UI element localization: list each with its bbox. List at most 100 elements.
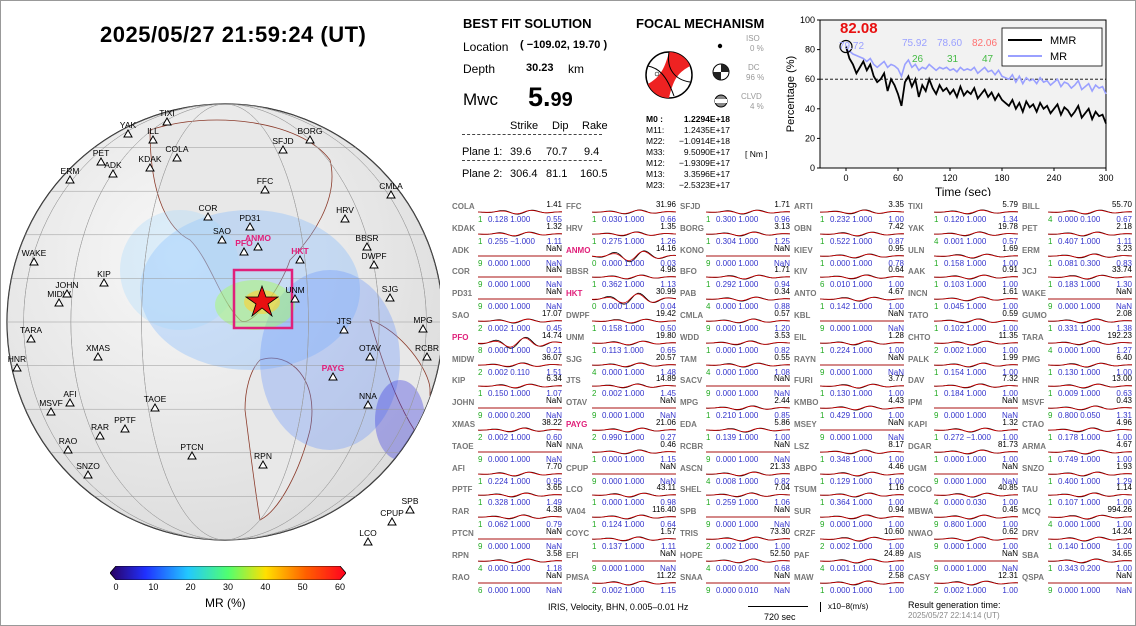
colorbar-tick: 40 bbox=[260, 582, 271, 592]
station-amplitude: NaN bbox=[773, 505, 790, 515]
waveform bbox=[592, 292, 676, 305]
station-trace: MSVF 0.43 9 0.800 0.050 1.31 bbox=[1022, 396, 1132, 426]
station-marker bbox=[150, 402, 160, 412]
station-vr: 0.78 bbox=[888, 258, 904, 268]
waveform-synthetic bbox=[592, 293, 676, 304]
waveform bbox=[478, 582, 562, 583]
station-amplitude: 0.46 bbox=[660, 439, 676, 449]
dc-ball bbox=[712, 63, 730, 81]
station-marker bbox=[385, 292, 395, 302]
station-mr: 0.103 1.000 bbox=[944, 280, 987, 290]
station-amplitude: 1.14 bbox=[1116, 483, 1132, 493]
station-trace: CHTO 11.35 2 0.002 1.000 1.00 bbox=[908, 331, 1018, 361]
station-mr: 0.001 1.000 bbox=[944, 236, 987, 246]
waveform-synthetic bbox=[1048, 536, 1132, 542]
station-trace: ANTO 4.67 1 0.142 1.000 1.00 bbox=[794, 287, 904, 317]
station-quality: 9 bbox=[478, 258, 483, 268]
station-mr: 0.407 1.000 bbox=[1058, 236, 1101, 246]
station-quality: 9 bbox=[934, 476, 939, 486]
station-marker bbox=[96, 156, 106, 166]
waveform bbox=[478, 209, 562, 215]
station-marker bbox=[405, 504, 415, 514]
station-marker bbox=[83, 469, 93, 479]
station-name: MSVF bbox=[1022, 398, 1045, 408]
station-name: UGM bbox=[908, 463, 927, 473]
waveform-synthetic bbox=[820, 449, 904, 454]
station-marker bbox=[245, 221, 255, 231]
summary-label: 82.06 bbox=[972, 38, 997, 49]
station-mr: 0.002 1.000 bbox=[488, 324, 531, 333]
waveform bbox=[1048, 405, 1132, 411]
x-tick-label: 120 bbox=[942, 173, 957, 183]
station-trace: KDAK 1.32 1 0.255 −1.000 1.11 bbox=[452, 222, 562, 252]
station-quality: 1 bbox=[706, 280, 711, 290]
waveform-synthetic bbox=[934, 209, 1018, 214]
waveform bbox=[478, 514, 562, 520]
waveform bbox=[934, 231, 1018, 236]
waveform-synthetic bbox=[934, 253, 1018, 258]
colorbar-label: MR (%) bbox=[205, 596, 246, 610]
waveform-synthetic bbox=[706, 558, 790, 563]
station-trace: MPG 2.44 1 0.210 1.000 0.85 bbox=[680, 396, 790, 426]
globe-map: TIXI YAK ILL BORG SFJD PET COLA ADK KDAK ERM FFC CM… bbox=[0, 90, 444, 618]
station-trace: SJG 20.57 4 0.000 1.000 1.48 bbox=[566, 353, 676, 383]
station-amplitude: 1.41 bbox=[546, 200, 562, 209]
waveform bbox=[934, 473, 1018, 474]
station-quality: 2 bbox=[820, 542, 825, 551]
waveform bbox=[820, 405, 904, 411]
station-name: TIXI bbox=[908, 202, 923, 211]
station-name: KIP bbox=[452, 376, 466, 386]
station-amplitude: 3.58 bbox=[546, 548, 562, 558]
station-mr: 0.522 1.000 bbox=[830, 236, 873, 246]
waveform-synthetic bbox=[592, 493, 676, 498]
station-name: ANMO bbox=[566, 245, 591, 255]
station-trace: CASY 12.31 2 0.002 1.000 1.00 bbox=[908, 571, 1018, 601]
waveform bbox=[1048, 471, 1132, 476]
station-name: LSZ bbox=[794, 441, 810, 451]
station-amplitude: 8.17 bbox=[888, 439, 904, 449]
station-trace: EFI NaN 9 0.000 1.000 NaN bbox=[566, 549, 676, 579]
station-name: SBA bbox=[1022, 550, 1039, 560]
waveform-synthetic bbox=[706, 405, 790, 410]
station-name: EDA bbox=[680, 420, 697, 429]
station-trace: TIXI 5.79 1 0.120 1.000 1.34 bbox=[908, 200, 1018, 230]
waveform bbox=[820, 253, 904, 258]
station-mr: 0.000 1.000 bbox=[1058, 585, 1101, 595]
station-amplitude: 3.77 bbox=[888, 374, 904, 384]
station-vr: NaN bbox=[545, 280, 562, 290]
station-name: CHTO bbox=[908, 332, 931, 342]
station-vr: 1.13 bbox=[660, 280, 676, 290]
station-name: COR bbox=[452, 267, 470, 277]
waveform-synthetic bbox=[934, 362, 1018, 367]
station-trace: EIL 1.28 1 0.224 1.000 1.00 bbox=[794, 331, 904, 361]
waveform bbox=[934, 296, 1018, 302]
station-amplitude: 1.32 bbox=[546, 221, 562, 231]
time-scale-bar bbox=[748, 606, 808, 607]
station-name: OBN bbox=[794, 223, 812, 233]
x-tick-label: 60 bbox=[893, 173, 903, 183]
waveform bbox=[592, 407, 676, 409]
waveform-synthetic bbox=[478, 514, 562, 519]
station-quality: 9 bbox=[820, 433, 825, 442]
station-vr: 1.15 bbox=[660, 585, 676, 595]
station-vr: 1.11 bbox=[661, 542, 676, 551]
station-quality: 4 bbox=[820, 563, 825, 573]
station-trace: PMSA 11.22 2 0.002 1.000 1.15 bbox=[566, 571, 676, 601]
station-quality: 1 bbox=[820, 476, 825, 486]
waveform-synthetic bbox=[592, 384, 676, 389]
x-tick-label: 240 bbox=[1046, 173, 1061, 183]
y-tick-label: 0 bbox=[810, 163, 815, 173]
station-vr: 0.68 bbox=[774, 563, 790, 573]
station-mr: 0.304 1.000 bbox=[716, 236, 759, 246]
station-mr: 0.001 1.000 bbox=[830, 563, 873, 573]
station-trace: HRV 1.35 1 0.275 1.000 1.26 bbox=[566, 222, 676, 252]
station-amplitude: 11.35 bbox=[998, 330, 1018, 340]
waveform-synthetic bbox=[706, 209, 790, 215]
waveform-synthetic bbox=[706, 536, 790, 542]
station-amplitude: 1.16 bbox=[888, 483, 904, 493]
station-vr: 1.00 bbox=[1002, 585, 1018, 595]
waveform-synthetic bbox=[1048, 558, 1132, 563]
station-mr: 0.210 1.000 bbox=[716, 411, 759, 421]
station-name: PAYG bbox=[566, 420, 588, 429]
station-amplitude: 14.16 bbox=[655, 243, 676, 253]
